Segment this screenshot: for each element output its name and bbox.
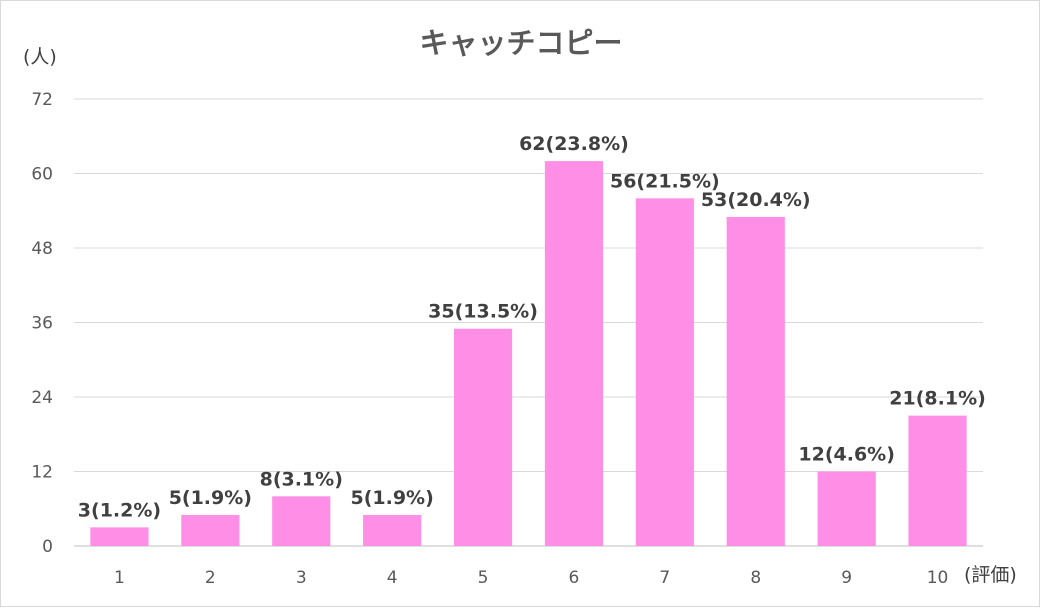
x-tick-label: 5 — [478, 568, 489, 588]
data-label: 35(13.5%) — [428, 301, 538, 323]
x-tick-label: 3 — [296, 568, 307, 588]
data-label: 5(1.9%) — [351, 487, 434, 509]
bar — [181, 514, 240, 546]
bar — [726, 216, 785, 547]
y-tick-label: 72 — [31, 90, 53, 110]
data-label: 3(1.2%) — [78, 499, 161, 521]
bar — [453, 328, 513, 546]
x-tick-label: 2 — [205, 568, 216, 588]
x-axis-ticks: 1 2 3 4 5 6 7 8 9 10 — [114, 568, 948, 588]
bar — [635, 198, 694, 547]
data-label: 62(23.8%) — [519, 133, 629, 155]
y-tick-label: 24 — [31, 388, 53, 408]
x-tick-label: 1 — [114, 568, 125, 588]
bars — [90, 161, 967, 547]
data-label: 21(8.1%) — [889, 388, 986, 410]
y-tick-label: 48 — [31, 239, 53, 259]
y-tick-label: 12 — [31, 463, 53, 483]
bar — [544, 161, 604, 547]
data-labels: 3(1.2%) 5(1.9%) 8(3.1%) 5(1.9%) 35(13.5%) 62(… — [78, 133, 986, 521]
y-axis-unit-label: (人) — [23, 46, 57, 68]
x-tick-label: 7 — [659, 568, 670, 588]
data-label: 12(4.6%) — [798, 444, 895, 466]
x-tick-label: 6 — [569, 568, 580, 588]
y-tick-label: 0 — [42, 537, 53, 557]
bar — [908, 415, 967, 546]
bar — [817, 471, 876, 546]
data-label: 8(3.1%) — [260, 468, 343, 490]
data-label: 53(20.4%) — [701, 189, 811, 211]
gridlines — [74, 98, 983, 547]
x-axis-unit-label: (評価) — [964, 564, 1017, 586]
y-tick-label: 36 — [31, 314, 53, 334]
y-tick-label: 60 — [31, 165, 53, 185]
x-tick-label: 4 — [387, 568, 398, 588]
y-axis-ticks: 0 12 24 36 48 60 72 — [31, 90, 53, 557]
bar — [90, 527, 149, 546]
x-tick-label: 8 — [750, 568, 761, 588]
chart-title: キャッチコピー — [419, 26, 622, 60]
bar — [272, 496, 331, 546]
data-label: 56(21.5%) — [610, 170, 720, 192]
data-label: 5(1.9%) — [169, 487, 252, 509]
bar — [363, 514, 422, 546]
x-tick-label: 10 — [927, 568, 949, 588]
x-tick-label: 9 — [841, 568, 852, 588]
